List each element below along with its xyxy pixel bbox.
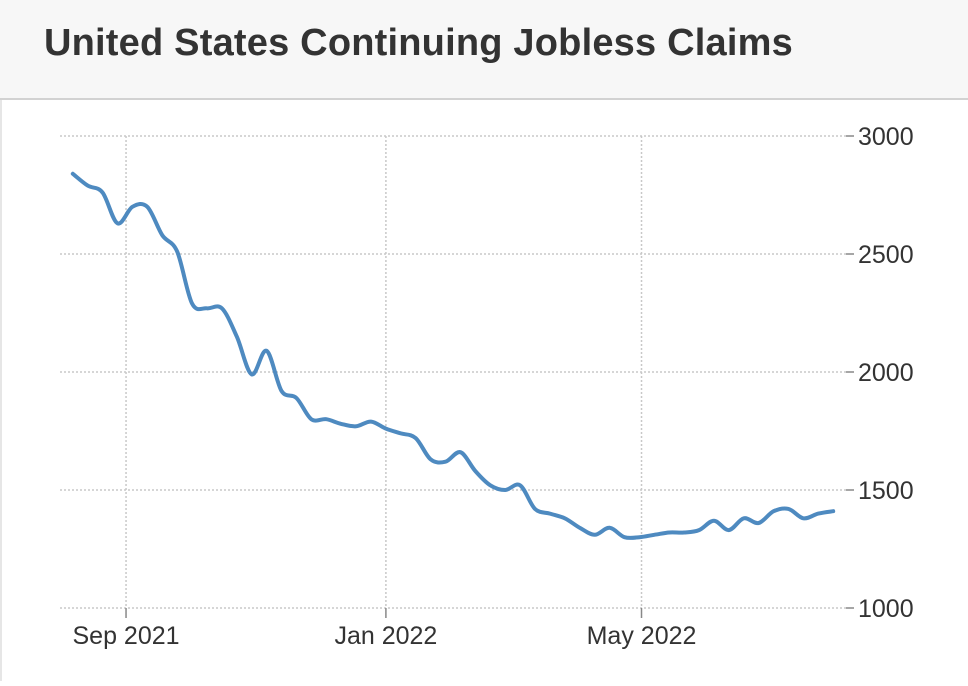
data-point	[429, 457, 433, 461]
data-point	[205, 306, 209, 310]
data-point	[309, 417, 313, 421]
data-point	[831, 509, 835, 513]
data-point	[265, 349, 269, 353]
data-point	[682, 531, 686, 535]
data-point	[339, 422, 343, 426]
x-axis-ticks: Sep 2021 Jan 2022 May 2022	[73, 608, 697, 650]
data-point	[727, 528, 731, 532]
y-tick-label: 3000	[858, 123, 914, 151]
data-point	[533, 507, 537, 511]
data-point	[369, 420, 373, 424]
data-point	[250, 372, 254, 376]
data-point	[742, 516, 746, 520]
y-tick-label: 2000	[858, 359, 914, 387]
y-tick-label: 1500	[858, 477, 914, 505]
data-point	[220, 306, 224, 310]
data-point	[637, 535, 641, 539]
data-point	[473, 469, 477, 473]
data-point	[294, 396, 298, 400]
x-tick-label: Sep 2021	[73, 622, 180, 650]
data-points	[71, 172, 835, 539]
data-point	[384, 427, 388, 431]
data-point	[772, 509, 776, 513]
data-point	[623, 535, 627, 539]
y-tick-label: 1000	[858, 595, 914, 623]
series-line	[70, 171, 836, 541]
data-point	[399, 431, 403, 435]
data-point	[116, 221, 120, 225]
data-point	[488, 483, 492, 487]
left-border	[0, 100, 2, 681]
data-point	[71, 172, 75, 176]
data-point	[414, 436, 418, 440]
data-point	[578, 526, 582, 530]
data-point	[757, 521, 761, 525]
y-tick-label: 2500	[858, 241, 914, 269]
data-point	[235, 335, 239, 339]
data-point	[354, 424, 358, 428]
data-point	[175, 250, 179, 254]
data-point	[160, 233, 164, 237]
data-point	[712, 519, 716, 523]
data-point	[697, 528, 701, 532]
data-point	[280, 389, 284, 393]
grid-lines	[60, 135, 846, 609]
data-point	[667, 531, 671, 535]
data-point	[548, 512, 552, 516]
data-point	[190, 302, 194, 306]
x-tick-label: May 2022	[587, 622, 697, 650]
data-point	[787, 507, 791, 511]
data-point	[145, 205, 149, 209]
chart-header: United States Continuing Jobless Claims	[0, 0, 968, 100]
data-point	[459, 450, 463, 454]
data-point	[563, 516, 567, 520]
x-tick-label: Jan 2022	[334, 622, 437, 650]
y-axis-ticks: 1000 1500 2000 2500 3000	[846, 123, 914, 623]
data-point	[86, 184, 90, 188]
data-point	[130, 205, 134, 209]
data-point	[593, 533, 597, 537]
chart-title: United States Continuing Jobless Claims	[44, 22, 793, 64]
data-point	[518, 483, 522, 487]
data-point	[503, 488, 507, 492]
data-point	[816, 512, 820, 516]
data-point	[324, 417, 328, 421]
data-point	[652, 533, 656, 537]
data-point	[801, 516, 805, 520]
data-point	[608, 526, 612, 530]
data-point	[444, 460, 448, 464]
data-point	[101, 191, 105, 195]
